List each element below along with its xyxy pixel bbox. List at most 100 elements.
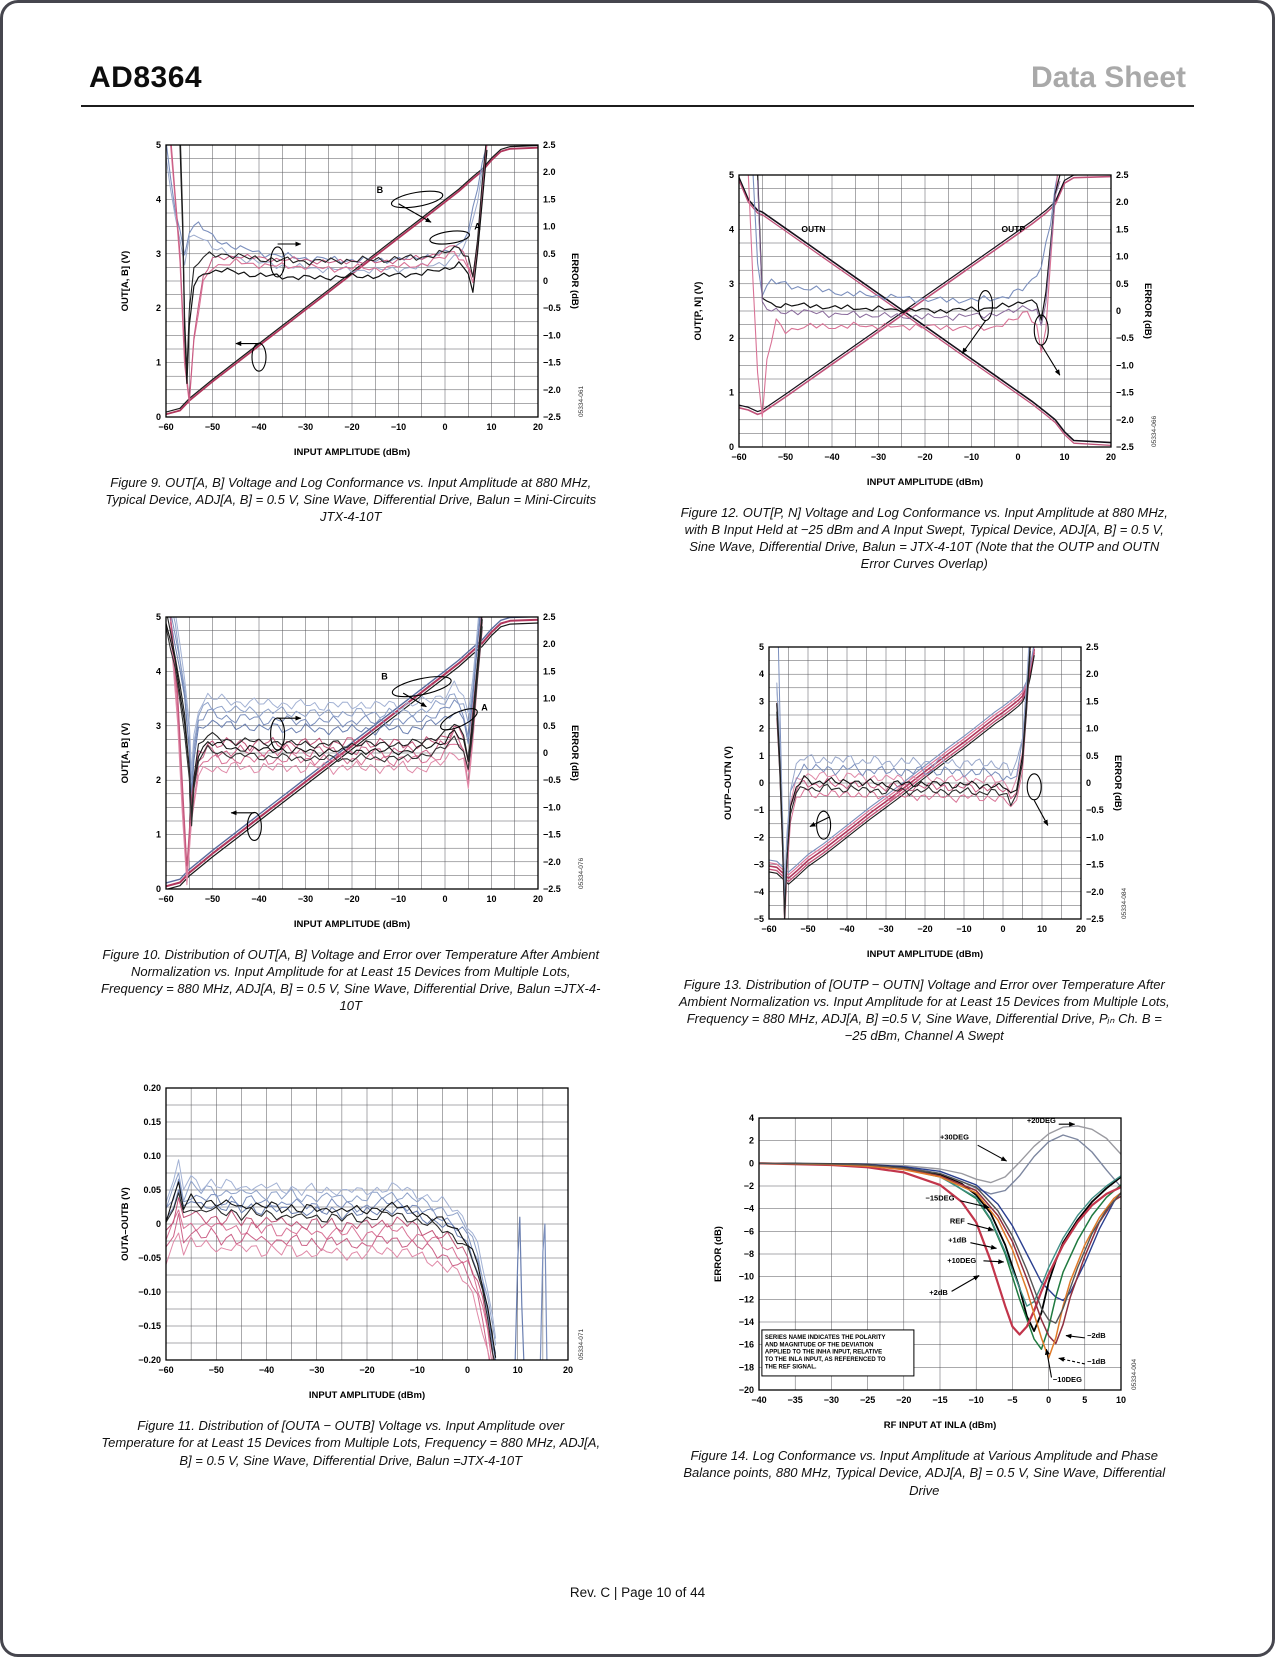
figure-12: −60 −50 −40 −30 −20 −10 0 10 20 0 1 2 3 4 5 2.5 2.0 1.5 1.… (655, 131, 1195, 573)
svg-text:20: 20 (1076, 924, 1086, 934)
svg-text:2.0: 2.0 (543, 639, 556, 649)
svg-text:4: 4 (156, 666, 161, 676)
svg-text:−2.0: −2.0 (543, 385, 561, 395)
svg-text:−10: −10 (964, 452, 979, 462)
figures-grid: −60 −50 −40 −30 −20 −10 0 10 20 0 1 2 3 4 5 2.5 2.0 1.5 1.… (81, 131, 1194, 1499)
svg-text:ERROR (dB): ERROR (dB) (569, 253, 580, 309)
svg-text:−2.5: −2.5 (543, 412, 561, 422)
svg-text:05334-066: 05334-066 (1151, 416, 1158, 447)
svg-text:05334-071: 05334-071 (578, 1329, 585, 1360)
svg-text:1: 1 (156, 358, 161, 368)
svg-text:2.0: 2.0 (543, 167, 556, 177)
svg-text:0.20: 0.20 (143, 1083, 161, 1093)
figure-13-chart: −60 −50 −40 −30 −20 −10 0 10 20 5 4 3 2 1 0 −1 −2 −3 −4 −5 2… (719, 633, 1129, 968)
svg-text:2.5: 2.5 (1086, 642, 1099, 652)
fig9-svg: −60 −50 −40 −30 −20 −10 0 10 20 0 1 2 3 4 5 2.5 2.0 1.5 1.… (120, 140, 585, 458)
svg-text:−50: −50 (208, 1365, 223, 1375)
svg-text:A: A (474, 221, 481, 231)
svg-text:10: 10 (1060, 452, 1070, 462)
svg-text:−10: −10 (409, 1365, 424, 1375)
svg-text:−30: −30 (298, 422, 313, 432)
svg-text:INPUT AMPLITUDE (dBm): INPUT AMPLITUDE (dBm) (867, 949, 983, 960)
svg-text:0: 0 (729, 442, 734, 452)
svg-text:INPUT AMPLITUDE (dBm): INPUT AMPLITUDE (dBm) (294, 919, 410, 930)
svg-text:−40: −40 (259, 1365, 274, 1375)
svg-text:−0.20: −0.20 (138, 1355, 161, 1365)
svg-text:−10: −10 (969, 1395, 984, 1405)
svg-text:−14: −14 (739, 1317, 754, 1327)
svg-text:10: 10 (512, 1365, 522, 1375)
part-number: AD8364 (89, 61, 203, 94)
svg-text:10: 10 (486, 422, 496, 432)
svg-text:−20: −20 (359, 1365, 374, 1375)
svg-text:−50: −50 (205, 894, 220, 904)
svg-text:−2: −2 (744, 1181, 754, 1191)
svg-text:05334-076: 05334-076 (578, 857, 585, 888)
svg-text:−0.5: −0.5 (543, 303, 561, 313)
svg-text:2.5: 2.5 (543, 612, 556, 622)
figure-10-chart: −60 −50 −40 −30 −20 −10 0 10 20 0 1 2 3 4 5 2.5 2.0 1.5 1.… (116, 603, 586, 938)
svg-text:OUT[A, B] (V): OUT[A, B] (V) (120, 722, 131, 783)
svg-text:2.0: 2.0 (1116, 197, 1129, 207)
svg-text:5: 5 (759, 642, 764, 652)
fig14-svg: −40 −35 −30 −25 −20 −15 −10 −5 0 5 10 4 2 0 −2 −4 −6 −8 −1… (713, 1113, 1138, 1431)
svg-text:0: 0 (1001, 924, 1006, 934)
svg-text:−60: −60 (158, 894, 173, 904)
svg-text:−0.5: −0.5 (543, 775, 561, 785)
svg-text:OUTP: OUTP (1002, 224, 1026, 234)
svg-text:−10DEG: −10DEG (1053, 1375, 1082, 1384)
svg-text:−1.0: −1.0 (543, 330, 561, 340)
svg-text:2.5: 2.5 (1116, 170, 1129, 180)
svg-text:−5: −5 (754, 914, 764, 924)
svg-text:0.05: 0.05 (143, 1185, 161, 1195)
svg-text:0: 0 (1046, 1395, 1051, 1405)
svg-text:0: 0 (1116, 306, 1121, 316)
svg-text:−40: −40 (825, 452, 840, 462)
svg-text:1.5: 1.5 (543, 194, 556, 204)
svg-text:+2dB: +2dB (930, 1288, 949, 1297)
svg-text:−1dB: −1dB (1087, 1357, 1106, 1366)
svg-text:−2.5: −2.5 (1116, 442, 1134, 452)
figure-14-caption: Figure 14. Log Conformance vs. Input Amp… (683, 1448, 1166, 1498)
svg-text:0: 0 (442, 422, 447, 432)
svg-text:−20: −20 (739, 1385, 754, 1395)
svg-text:20: 20 (533, 894, 543, 904)
svg-text:−2.5: −2.5 (543, 884, 561, 894)
svg-text:ERROR (dB): ERROR (dB) (1112, 755, 1123, 811)
svg-text:SERIES NAME INDICATES THE POLA: SERIES NAME INDICATES THE POLARITY (765, 1335, 886, 1341)
svg-text:−40: −40 (251, 894, 266, 904)
svg-text:3: 3 (729, 279, 734, 289)
svg-text:0: 0 (442, 894, 447, 904)
svg-text:0: 0 (759, 778, 764, 788)
figure-9: −60 −50 −40 −30 −20 −10 0 10 20 0 1 2 3 4 5 2.5 2.0 1.5 1.… (81, 131, 621, 525)
svg-text:−5: −5 (1008, 1395, 1018, 1405)
svg-text:3: 3 (759, 696, 764, 706)
svg-text:−0.5: −0.5 (1116, 333, 1134, 343)
svg-text:10: 10 (1037, 924, 1047, 934)
svg-text:5: 5 (1083, 1395, 1088, 1405)
svg-text:OUTP–OUTN (V): OUTP–OUTN (V) (723, 746, 734, 820)
svg-text:1: 1 (759, 750, 764, 760)
svg-text:−2.0: −2.0 (543, 856, 561, 866)
svg-text:+30DEG: +30DEG (940, 1133, 969, 1142)
svg-text:+1dB: +1dB (948, 1236, 967, 1245)
svg-text:OUT[A, B] (V): OUT[A, B] (V) (120, 251, 131, 312)
svg-text:0: 0 (156, 1219, 161, 1229)
svg-text:5: 5 (156, 612, 161, 622)
svg-text:−1: −1 (754, 805, 764, 815)
svg-text:−20: −20 (344, 894, 359, 904)
svg-text:+20DEG: +20DEG (1027, 1116, 1056, 1125)
svg-text:4: 4 (156, 194, 161, 204)
svg-text:−60: −60 (158, 422, 173, 432)
svg-text:−25: −25 (860, 1395, 875, 1405)
svg-text:5: 5 (729, 170, 734, 180)
figure-11-caption: Figure 11. Distribution of [OUTA − OUTB]… (101, 1418, 601, 1468)
svg-text:0.10: 0.10 (143, 1151, 161, 1161)
svg-text:−2.0: −2.0 (1116, 415, 1134, 425)
svg-text:0: 0 (749, 1159, 754, 1169)
svg-text:+10DEG: +10DEG (947, 1256, 976, 1265)
svg-text:2.5: 2.5 (543, 140, 556, 150)
svg-text:−20: −20 (344, 422, 359, 432)
svg-text:A: A (481, 702, 488, 712)
svg-text:20: 20 (563, 1365, 573, 1375)
